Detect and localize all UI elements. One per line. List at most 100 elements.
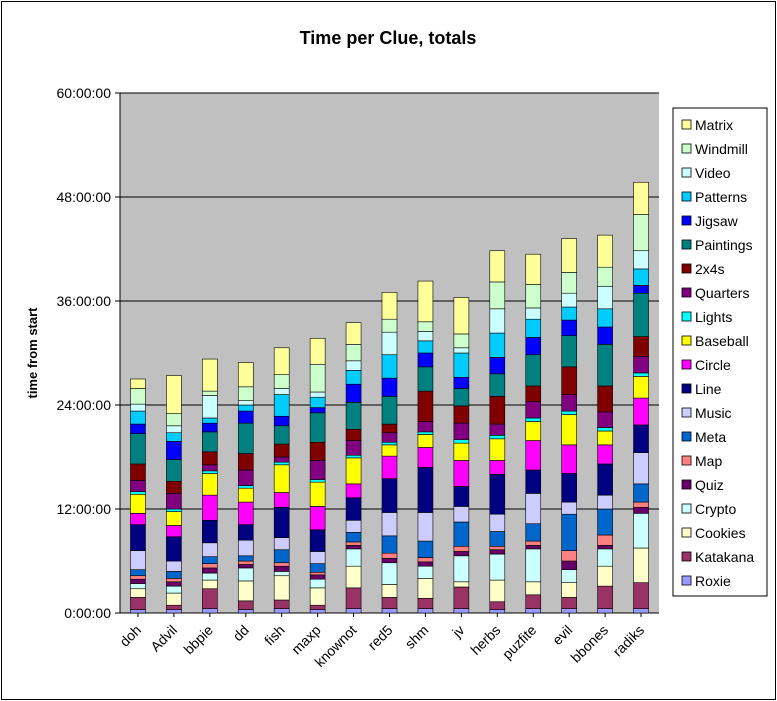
bar-segment-paintings [417, 366, 434, 392]
bar-segment-crypto [345, 548, 362, 567]
bar-segment-lights [417, 431, 434, 435]
bar-segment-cookies [525, 581, 542, 596]
x-tick-label: Advil [147, 622, 180, 655]
bar-stack-dd [237, 362, 254, 614]
bar-segment-circle [345, 483, 362, 499]
x-tick-label: fish [261, 622, 288, 649]
bar-segment-lights [345, 454, 362, 459]
bar-segment-matrix [309, 337, 326, 365]
bar-segment-quarters [453, 422, 470, 440]
bar-segment-2x4s [381, 423, 398, 434]
bar-segment-paintings [525, 354, 542, 387]
bar-segment-map [417, 557, 434, 563]
x-tick-label: jv [448, 622, 467, 641]
bar-segment-windmill [130, 388, 146, 405]
bar-segment-baseball [166, 511, 182, 526]
bar-segment-jigsaw [345, 383, 362, 403]
bar-segment-quarters [597, 411, 613, 428]
bar-segment-crypto [130, 583, 146, 590]
bar-stack-shm [417, 280, 434, 614]
bar-segment-crypto [633, 513, 649, 549]
legend-swatch-roxie [681, 575, 692, 586]
bar-segment-baseball [453, 442, 470, 461]
bar-segment-video [417, 331, 434, 342]
bar-segment-paintings [453, 388, 470, 407]
bar-segment-roxie [489, 609, 506, 614]
legend-swatch-2x4s [681, 263, 692, 274]
bar-segment-roxie [166, 609, 182, 614]
y-tick-label: 36:00:00 [57, 293, 112, 309]
bar-segment-meta [525, 523, 542, 542]
bar-segment-baseball [130, 493, 146, 514]
legend-swatch-video [681, 167, 692, 178]
bar-segment-katakana [130, 597, 146, 610]
bar-segment-quiz [130, 578, 146, 584]
bar-segment-map [345, 541, 362, 546]
bar-segment-2x4s [525, 385, 542, 402]
y-tick-label: 0:00:00 [64, 605, 111, 621]
bar-segment-windmill [525, 284, 542, 309]
bar-segment-quarters [381, 432, 398, 443]
bar-segment-windmill [202, 390, 218, 396]
bar-segment-katakana [633, 582, 649, 609]
x-tick-label: evil [549, 622, 575, 648]
bar-segment-paintings [381, 396, 398, 425]
legend-swatch-baseball [681, 335, 692, 346]
bar-segment-video [309, 391, 326, 398]
bar-segment-quiz [381, 558, 398, 564]
bar-segment-katakana [453, 586, 470, 609]
bar-segment-circle [381, 455, 398, 479]
bar-segment-video [166, 425, 182, 434]
bar-segment-jigsaw [237, 410, 254, 424]
bar-segment-circle [417, 447, 434, 468]
bar-segment-lights [273, 461, 290, 466]
bar-segment-patterns [453, 352, 470, 378]
legend-label: Paintings [695, 237, 753, 253]
bar-segment-line [345, 497, 362, 521]
bar-segment-paintings [309, 412, 326, 443]
bar-segment-2x4s [489, 396, 506, 425]
legend-swatch-katakana [681, 551, 692, 562]
bar-segment-music [561, 501, 577, 515]
bar-segment-line [309, 529, 326, 552]
bar-segment-map [166, 578, 182, 583]
legend-box [672, 107, 768, 597]
bar-segment-paintings [633, 292, 649, 337]
bar-segment-line [417, 467, 434, 513]
bar-segment-jigsaw [453, 376, 470, 389]
bar-segment-cookies [381, 584, 398, 598]
bar-segment-video [633, 250, 649, 270]
bar-segment-roxie [273, 608, 290, 614]
bar-segment-cookies [237, 580, 254, 602]
bar-segment-patterns [417, 340, 434, 354]
bar-segment-meta [633, 483, 649, 503]
bar-segment-circle [130, 513, 146, 525]
bar-segment-cookies [597, 565, 613, 587]
bar-segment-circle [633, 397, 649, 426]
bar-segment-roxie [237, 609, 254, 614]
bar-segment-music [130, 550, 146, 570]
legend-label: Video [695, 165, 731, 181]
bar-segment-paintings [130, 433, 146, 465]
bar-segment-patterns [273, 394, 290, 417]
x-tick-label: shm [402, 622, 432, 652]
bar-segment-katakana [237, 600, 254, 610]
bar-segment-windmill [453, 333, 470, 349]
bar-segment-quiz [489, 549, 506, 555]
bar-segment-jigsaw [525, 337, 542, 356]
bar-segment-crypto [202, 572, 218, 581]
bar-segment-roxie [525, 608, 542, 614]
bar-segment-paintings [273, 425, 290, 445]
legend-swatch-patterns [681, 191, 692, 202]
bar-segment-katakana [309, 604, 326, 610]
bar-segment-jigsaw [633, 285, 649, 294]
bar-segment-roxie [202, 608, 218, 614]
bar-segment-video [489, 308, 506, 334]
bar-segment-music [417, 512, 434, 542]
bar-segment-katakana [345, 587, 362, 609]
bar-segment-circle [453, 460, 470, 487]
bar-segment-patterns [202, 417, 218, 424]
bar-segment-video [597, 285, 613, 310]
bars [130, 181, 649, 614]
bar-segment-video [453, 347, 470, 354]
